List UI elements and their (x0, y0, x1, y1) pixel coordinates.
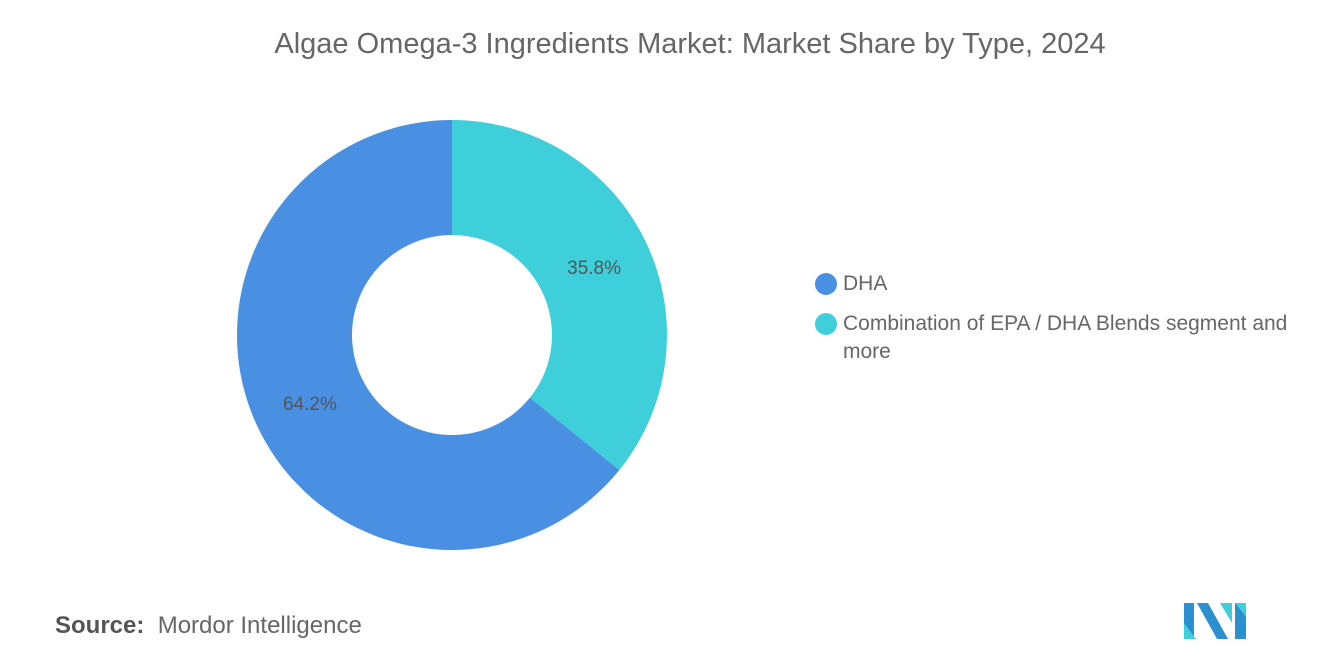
mordor-intelligence-logo (1184, 603, 1246, 639)
legend-label: DHA (843, 272, 888, 295)
slice-combination (452, 120, 667, 470)
source-label: Source: (55, 612, 145, 639)
legend-item-dha: DHA (815, 270, 1295, 298)
data-label: 35.8% (567, 258, 621, 279)
source-note: Source: Mordor Intelligence (55, 612, 362, 640)
legend-swatch (815, 273, 837, 295)
source-value: Mordor Intelligence (157, 612, 362, 639)
slice-dha (236, 120, 620, 551)
legend-label: Combination of EPA / DHA Blends segment … (843, 312, 1288, 363)
legend-swatch (815, 313, 837, 335)
chart-title: Algae Omega-3 Ingredients Market: Market… (274, 28, 1106, 60)
data-label: 64.2% (283, 394, 337, 415)
legend-item-blends: Combination of EPA / DHA Blends segment … (815, 310, 1295, 366)
legend: DHA Combination of EPA / DHA Blends segm… (815, 270, 1295, 378)
